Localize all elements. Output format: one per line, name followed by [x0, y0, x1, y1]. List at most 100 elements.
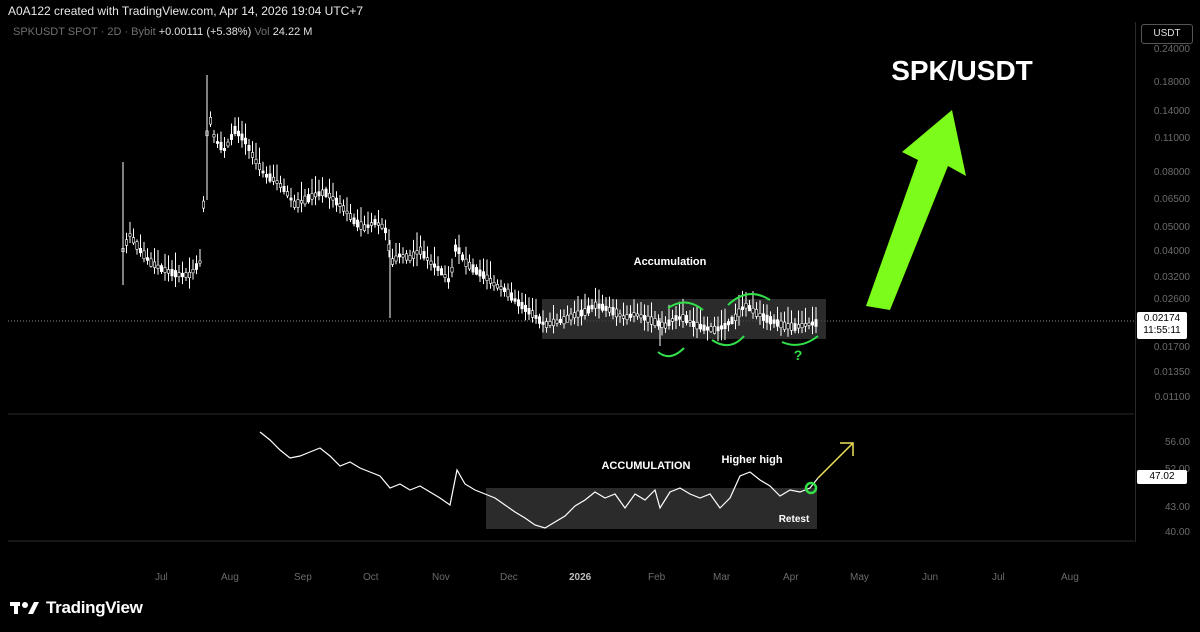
- chart-area[interactable]: [8, 22, 1136, 542]
- retest-label: Retest: [779, 514, 810, 525]
- candle-body: [244, 137, 248, 145]
- candle-body: [586, 305, 590, 314]
- candle-body: [803, 323, 807, 327]
- candle-body: [576, 310, 580, 318]
- candle-body: [296, 199, 300, 208]
- candle-body: [226, 141, 230, 147]
- candle-body: [341, 205, 345, 212]
- candle-body: [198, 260, 202, 264]
- osc-axis-label: 52.00: [1165, 464, 1190, 475]
- candle-body: [139, 248, 143, 254]
- candle-body: [261, 170, 265, 174]
- candle-body: [247, 145, 251, 151]
- tradingview-logo[interactable]: TradingView: [10, 598, 143, 618]
- candle-body: [170, 269, 174, 277]
- candle-body: [142, 250, 146, 260]
- time-axis-label: Sep: [294, 572, 312, 583]
- candle-body: [184, 272, 188, 278]
- currency-button[interactable]: USDT: [1141, 24, 1193, 44]
- swing-high-ellipse: [667, 301, 704, 311]
- candle-body: [751, 307, 755, 314]
- candle-body: [506, 288, 510, 298]
- candle-body: [681, 314, 685, 322]
- candle-body: [376, 222, 380, 226]
- candle-body: [460, 254, 464, 261]
- candle-body: [796, 324, 800, 329]
- candle-body: [775, 319, 779, 327]
- candle-body: [345, 210, 349, 214]
- candle-body: [436, 265, 440, 271]
- candle-body: [534, 314, 538, 319]
- swing-low-ellipse: [711, 335, 745, 347]
- candle-body: [450, 266, 454, 273]
- candle-body: [401, 254, 405, 258]
- candle-body: [642, 315, 646, 321]
- candle-body: [754, 309, 758, 317]
- candle-body: [782, 321, 786, 330]
- candle-body: [520, 302, 524, 310]
- candle-body: [702, 324, 706, 331]
- candle-body: [583, 308, 587, 316]
- candle-body: [453, 244, 457, 252]
- candle-body: [695, 321, 699, 330]
- candle-body: [618, 313, 622, 317]
- candle-body: [254, 159, 258, 164]
- candle-body: [502, 287, 506, 293]
- swing-high-ellipse: [727, 293, 771, 306]
- candle-body: [292, 200, 296, 208]
- candle-body: [257, 163, 261, 171]
- candle-body: [471, 264, 475, 273]
- candle-body: [793, 323, 797, 331]
- candle-body: [128, 233, 132, 237]
- candle-body: [359, 221, 363, 230]
- osc-axis-label: 40.00: [1164, 527, 1190, 538]
- candle-body: [530, 310, 534, 318]
- candle-body: [464, 258, 468, 267]
- candle-body: [320, 189, 324, 196]
- candle-body: [726, 321, 730, 326]
- candle-body: [579, 309, 583, 317]
- candle-body: [691, 320, 695, 327]
- price-axis-label: 0.24000: [1153, 44, 1190, 55]
- candle-body: [747, 305, 751, 312]
- candle-body: [562, 316, 566, 325]
- candle-body: [810, 321, 814, 326]
- oscillator-accumulation-box[interactable]: [486, 488, 817, 529]
- time-axis-label: Nov: [432, 572, 450, 583]
- retest-circle: [804, 481, 818, 495]
- time-axis-label: Aug: [1061, 572, 1079, 583]
- time-axis-label: Aug: [221, 572, 239, 583]
- candle-body: [348, 213, 352, 220]
- candle-body: [639, 314, 643, 319]
- candle-body: [604, 305, 608, 311]
- candle-body: [446, 278, 450, 283]
- candle-body: [275, 180, 279, 184]
- candle-body: [362, 224, 366, 231]
- price-change: +0.00111 (+5.38%): [158, 26, 252, 38]
- price-axis-label: 0.08000: [1153, 167, 1190, 178]
- candle-body: [492, 282, 496, 287]
- top-bar: A0A122 created with TradingView.com, Apr…: [0, 0, 1200, 22]
- candle-body: [282, 186, 286, 192]
- candle-body: [600, 303, 604, 311]
- candle-body: [303, 195, 307, 205]
- candle-body: [425, 257, 429, 261]
- candle-body: [572, 312, 576, 319]
- candle-body: [611, 307, 615, 316]
- candle-body: [758, 313, 762, 317]
- candle-body: [383, 227, 387, 234]
- candle-body: [499, 286, 503, 290]
- candle-body: [789, 322, 793, 331]
- candle-body: [635, 313, 639, 317]
- question-mark: ?: [794, 347, 803, 363]
- candle-body: [607, 307, 611, 313]
- candle-body: [306, 194, 310, 203]
- candle-body: [167, 269, 171, 274]
- candle-body: [174, 270, 178, 278]
- osc-axis-label: 43.00: [1164, 502, 1190, 513]
- candle-body: [800, 323, 804, 328]
- candle-body: [457, 247, 461, 254]
- volume-value: 24.22 M: [272, 26, 313, 38]
- symbol-legend[interactable]: SPKUSDT SPOT · 2D · Bybit +0.00111 (+5.3…: [13, 26, 312, 38]
